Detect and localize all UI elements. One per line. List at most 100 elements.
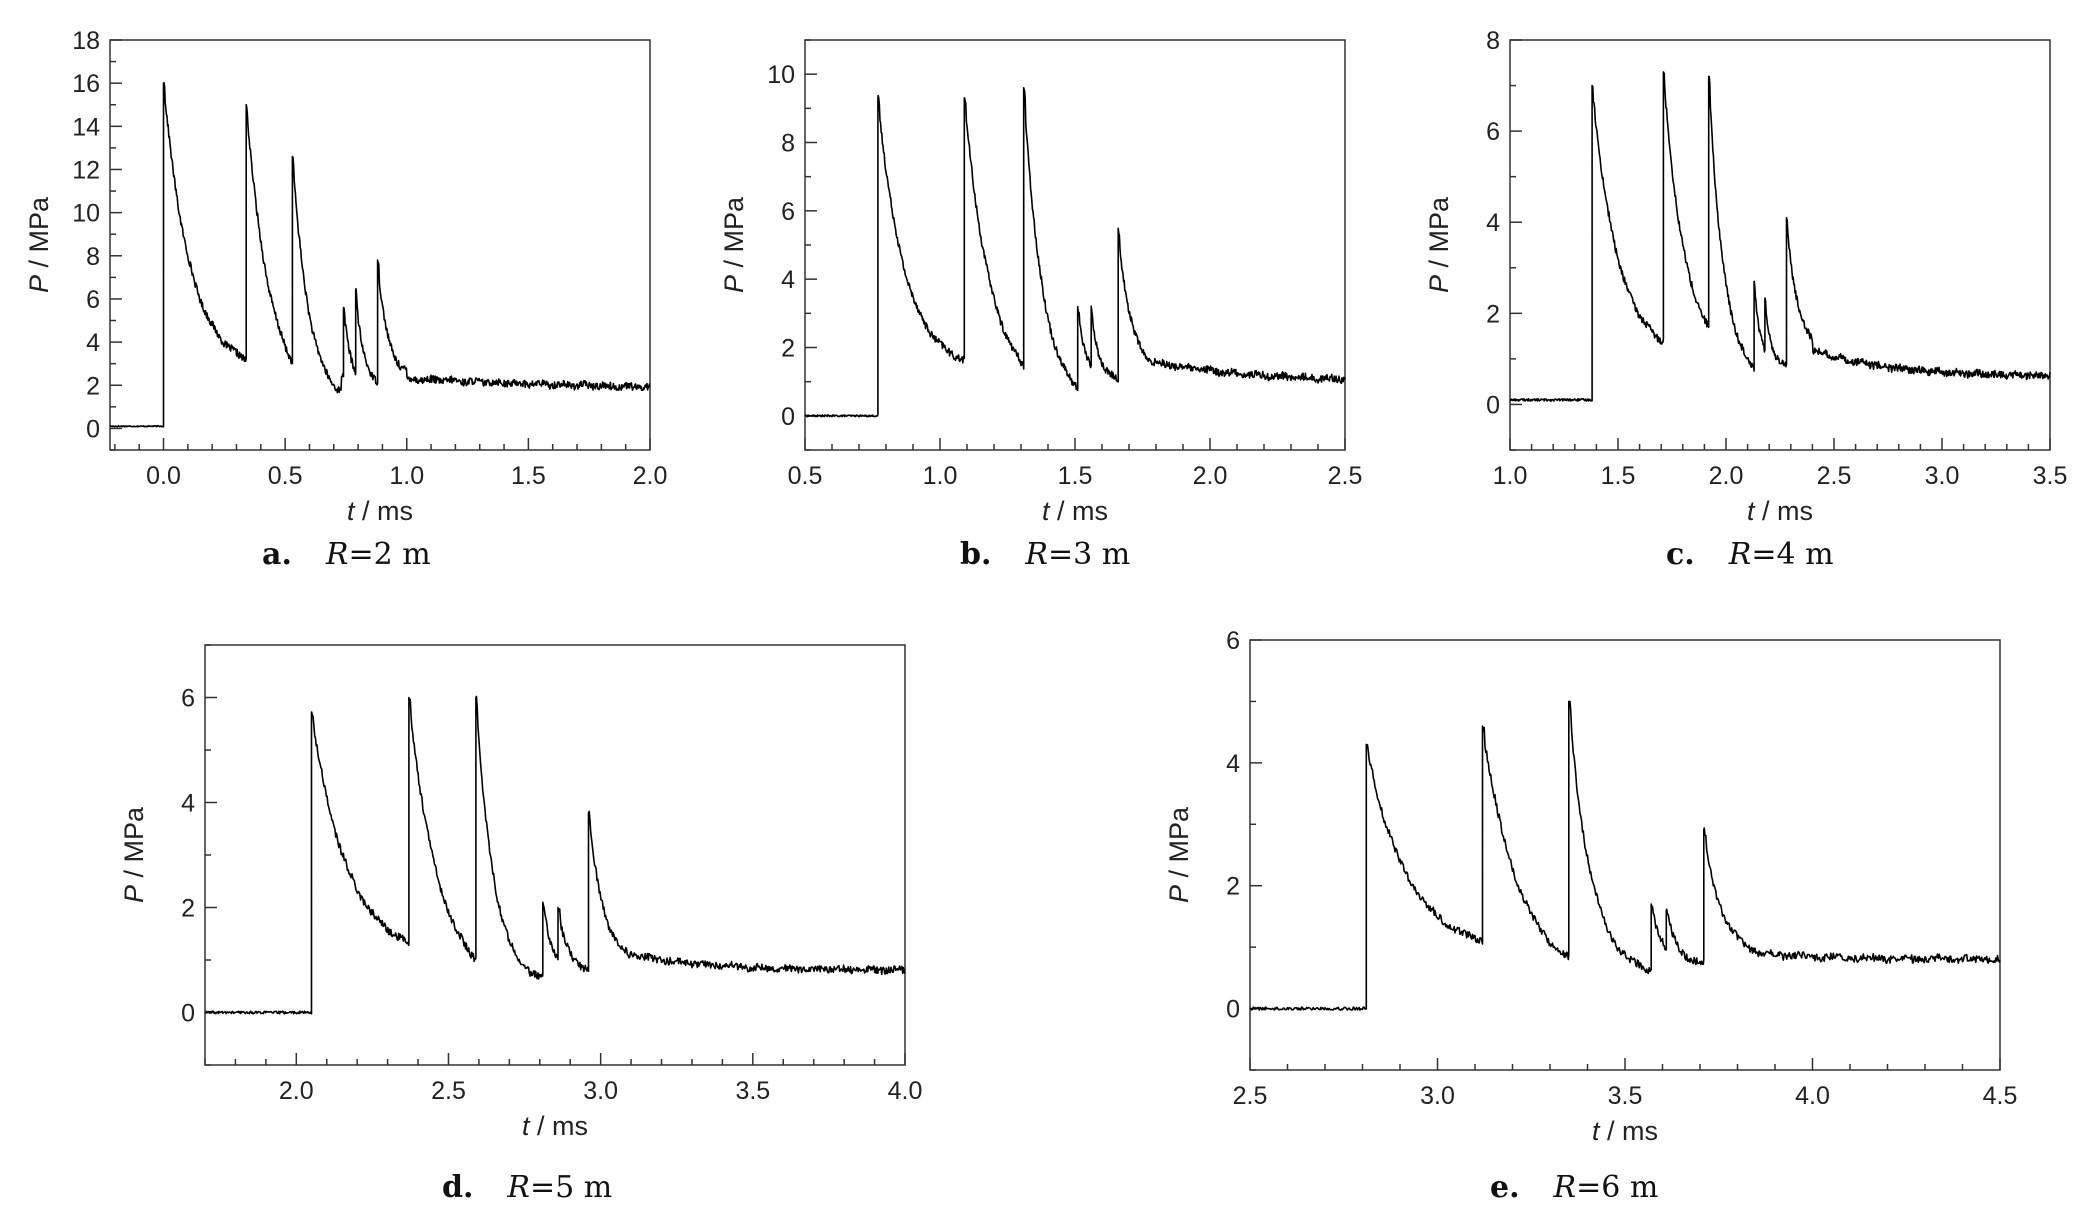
y-tick-label-e: 4 bbox=[1226, 750, 1240, 778]
y-tick-label-c: 6 bbox=[1486, 118, 1500, 146]
y-tick-label-a: 12 bbox=[72, 156, 100, 184]
x-tick-label-a: 2.0 bbox=[633, 462, 668, 490]
y-tick-label-b: 6 bbox=[781, 198, 795, 226]
x-tick-label-d: 3.0 bbox=[583, 1077, 618, 1105]
y-tick-label-a: 6 bbox=[86, 286, 100, 314]
pressure-trace-b bbox=[804, 87, 1346, 418]
chart-panel-e: 2.5 3.0 3.5 4.0 4.5 0 2 4 6 t / ms P / MPa e. R=6 m bbox=[1150, 620, 2050, 1222]
y-tick-label-d: 4 bbox=[181, 790, 195, 818]
y-tick-label-a: 18 bbox=[72, 27, 100, 55]
pressure-trace-e bbox=[1249, 700, 2001, 1011]
y-tick-label-b: 8 bbox=[781, 130, 795, 158]
x-tick-label-a: 0.5 bbox=[268, 462, 303, 490]
chart-c-plot: 1.0 1.5 2.0 2.5 3.0 3.5 0 2 4 6 8 t / ms P / MPa bbox=[1424, 27, 2068, 526]
chart-panel-d: 2.0 2.5 3.0 3.5 4.0 0 2 4 6 t / ms P / MPa d. R=5 m bbox=[100, 620, 960, 1222]
pressure-trace-c bbox=[1509, 71, 2051, 402]
chart-b-plot: 0.5 1.0 1.5 2.0 2.5 0 2 4 6 8 10 t / ms P / MPa bbox=[719, 39, 1363, 526]
caption-b-var: R bbox=[1025, 537, 1049, 572]
caption-b-label: b. bbox=[960, 537, 992, 572]
chart-panel-b: 0.5 1.0 1.5 2.0 2.5 0 2 4 6 8 10 t / ms P / MPa b. R=… bbox=[700, 0, 1400, 600]
x-tick-label-d: 3.5 bbox=[735, 1077, 770, 1105]
caption-b: b. R=3 m bbox=[960, 537, 1130, 572]
caption-d-var: R bbox=[507, 1170, 531, 1205]
x-tick-label-a: 1.0 bbox=[389, 462, 424, 490]
y-tick-label-b: 0 bbox=[781, 403, 795, 431]
pressure-trace-a bbox=[109, 82, 651, 428]
x-tick-label-e: 3.5 bbox=[1608, 1082, 1643, 1110]
y-tick-label-b: 2 bbox=[781, 335, 795, 363]
caption-a: a. R=2 m bbox=[262, 537, 431, 572]
x-tick-label-d: 2.0 bbox=[279, 1077, 314, 1105]
caption-e-label: e. bbox=[1490, 1170, 1520, 1205]
plot-frame-b bbox=[804, 39, 1346, 451]
chart-d-plot: 2.0 2.5 3.0 3.5 4.0 0 2 4 6 t / ms P / MPa bbox=[119, 644, 923, 1141]
x-tick-label-e: 4.0 bbox=[1795, 1082, 1830, 1110]
y-tick-label-c: 2 bbox=[1486, 300, 1500, 328]
y-tick-label-d: 2 bbox=[181, 895, 195, 923]
caption-a-label: a. bbox=[262, 537, 292, 572]
x-tick-label-e: 4.5 bbox=[1983, 1082, 2018, 1110]
caption-e-value: =6 m bbox=[1576, 1170, 1659, 1205]
plot-frame-a bbox=[109, 39, 651, 451]
caption-c: c. R=4 m bbox=[1666, 537, 1834, 572]
x-tick-label-c: 1.5 bbox=[1601, 462, 1636, 490]
x-tick-label-b: 1.0 bbox=[923, 462, 958, 490]
x-tick-label-b: 2.5 bbox=[1328, 462, 1363, 490]
y-axis-title-e: P / MPa bbox=[1164, 806, 1194, 903]
y-tick-label-a: 2 bbox=[86, 372, 100, 400]
caption-d-label: d. bbox=[442, 1170, 474, 1205]
x-axis-title-d: t / ms bbox=[522, 1111, 588, 1141]
caption-b-value: =3 m bbox=[1048, 537, 1131, 572]
y-tick-label-c: 8 bbox=[1486, 27, 1500, 55]
x-tick-label-b: 0.5 bbox=[788, 462, 823, 490]
y-axis-title-d: P / MPa bbox=[119, 806, 149, 903]
x-axis-title-c: t / ms bbox=[1747, 496, 1813, 526]
x-axis-title-b: t / ms bbox=[1042, 496, 1108, 526]
y-tick-label-b: 10 bbox=[767, 61, 795, 89]
chart-panel-a: 0.0 0.5 1.0 1.5 2.0 0 2 4 6 8 10 12 14 16 18 t / ms P / … bbox=[0, 0, 700, 600]
x-tick-label-c: 2.0 bbox=[1709, 462, 1744, 490]
caption-e: e. R=6 m bbox=[1490, 1170, 1658, 1205]
x-tick-label-e: 2.5 bbox=[1233, 1082, 1268, 1110]
x-tick-label-d: 4.0 bbox=[888, 1077, 923, 1105]
caption-a-value: =2 m bbox=[348, 537, 431, 572]
x-tick-label-a: 1.5 bbox=[511, 462, 546, 490]
y-tick-label-a: 14 bbox=[72, 113, 100, 141]
chart-a-plot: 0.0 0.5 1.0 1.5 2.0 0 2 4 6 8 10 12 14 16 18 t / ms P / … bbox=[24, 27, 668, 526]
y-tick-label-a: 0 bbox=[86, 415, 100, 443]
y-tick-label-d: 6 bbox=[181, 685, 195, 713]
y-tick-label-d: 0 bbox=[181, 1000, 195, 1028]
x-tick-label-c: 1.0 bbox=[1493, 462, 1528, 490]
caption-c-var: R bbox=[1728, 537, 1752, 572]
y-axis-title-b: P / MPa bbox=[719, 196, 749, 293]
y-tick-label-c: 4 bbox=[1486, 209, 1500, 237]
y-tick-label-a: 8 bbox=[86, 243, 100, 271]
y-tick-label-a: 4 bbox=[86, 329, 100, 357]
caption-e-var: R bbox=[1553, 1170, 1577, 1205]
x-axis-title-a: t / ms bbox=[347, 496, 413, 526]
plot-frame-e bbox=[1249, 639, 2001, 1071]
y-tick-label-e: 0 bbox=[1226, 996, 1240, 1024]
y-tick-label-e: 2 bbox=[1226, 873, 1240, 901]
y-tick-label-e: 6 bbox=[1226, 627, 1240, 655]
y-tick-label-a: 10 bbox=[72, 200, 100, 228]
y-axis-title-c: P / MPa bbox=[1424, 196, 1454, 293]
x-tick-label-c: 2.5 bbox=[1817, 462, 1852, 490]
plot-frame-d bbox=[204, 644, 906, 1066]
x-tick-label-b: 2.0 bbox=[1193, 462, 1228, 490]
x-tick-label-d: 2.5 bbox=[431, 1077, 466, 1105]
x-tick-label-c: 3.5 bbox=[2033, 462, 2068, 490]
y-axis-title-a: P / MPa bbox=[24, 196, 54, 293]
x-axis-title-e: t / ms bbox=[1592, 1116, 1658, 1146]
pressure-trace-d bbox=[204, 695, 906, 1015]
plot-frame-c bbox=[1509, 39, 2051, 451]
y-tick-label-a: 16 bbox=[72, 70, 100, 98]
x-tick-label-b: 1.5 bbox=[1058, 462, 1093, 490]
chart-e-plot: 2.5 3.0 3.5 4.0 4.5 0 2 4 6 t / ms P / MPa bbox=[1164, 627, 2018, 1146]
caption-a-var: R bbox=[325, 537, 349, 572]
y-tick-label-c: 0 bbox=[1486, 391, 1500, 419]
y-tick-label-b: 4 bbox=[781, 266, 795, 294]
x-tick-label-c: 3.0 bbox=[1925, 462, 1960, 490]
caption-d-value: =5 m bbox=[530, 1170, 613, 1205]
x-tick-label-a: 0.0 bbox=[146, 462, 181, 490]
